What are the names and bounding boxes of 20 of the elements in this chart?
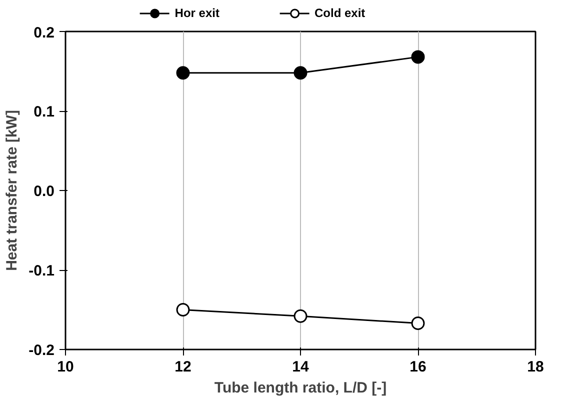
point [176,303,190,316]
x-axis-title: Tube length ratio, L/D [-] [214,380,387,396]
x-tick-label: 10 [57,358,74,376]
y-axis-title: Heat transfer rate [kW] [4,110,21,271]
point [411,316,425,330]
y-tick-label: 0.0 [34,183,55,200]
point [176,66,190,80]
point [294,66,308,80]
x-tick-label: 16 [410,358,426,376]
legend-label: Cold exit [314,6,366,20]
y-tick-label: -0.1 [28,262,55,280]
x-tick-label: 14 [292,358,310,376]
point [294,309,308,323]
point [411,50,425,64]
x-tick-label: 18 [527,358,544,376]
legend-label: Hor exit [174,6,220,20]
y-tick-label: -0.2 [28,342,55,359]
y-tick-label: 0.2 [34,24,55,42]
y-tick-label: 0.1 [34,104,55,120]
x-tick-label: 12 [174,358,192,376]
